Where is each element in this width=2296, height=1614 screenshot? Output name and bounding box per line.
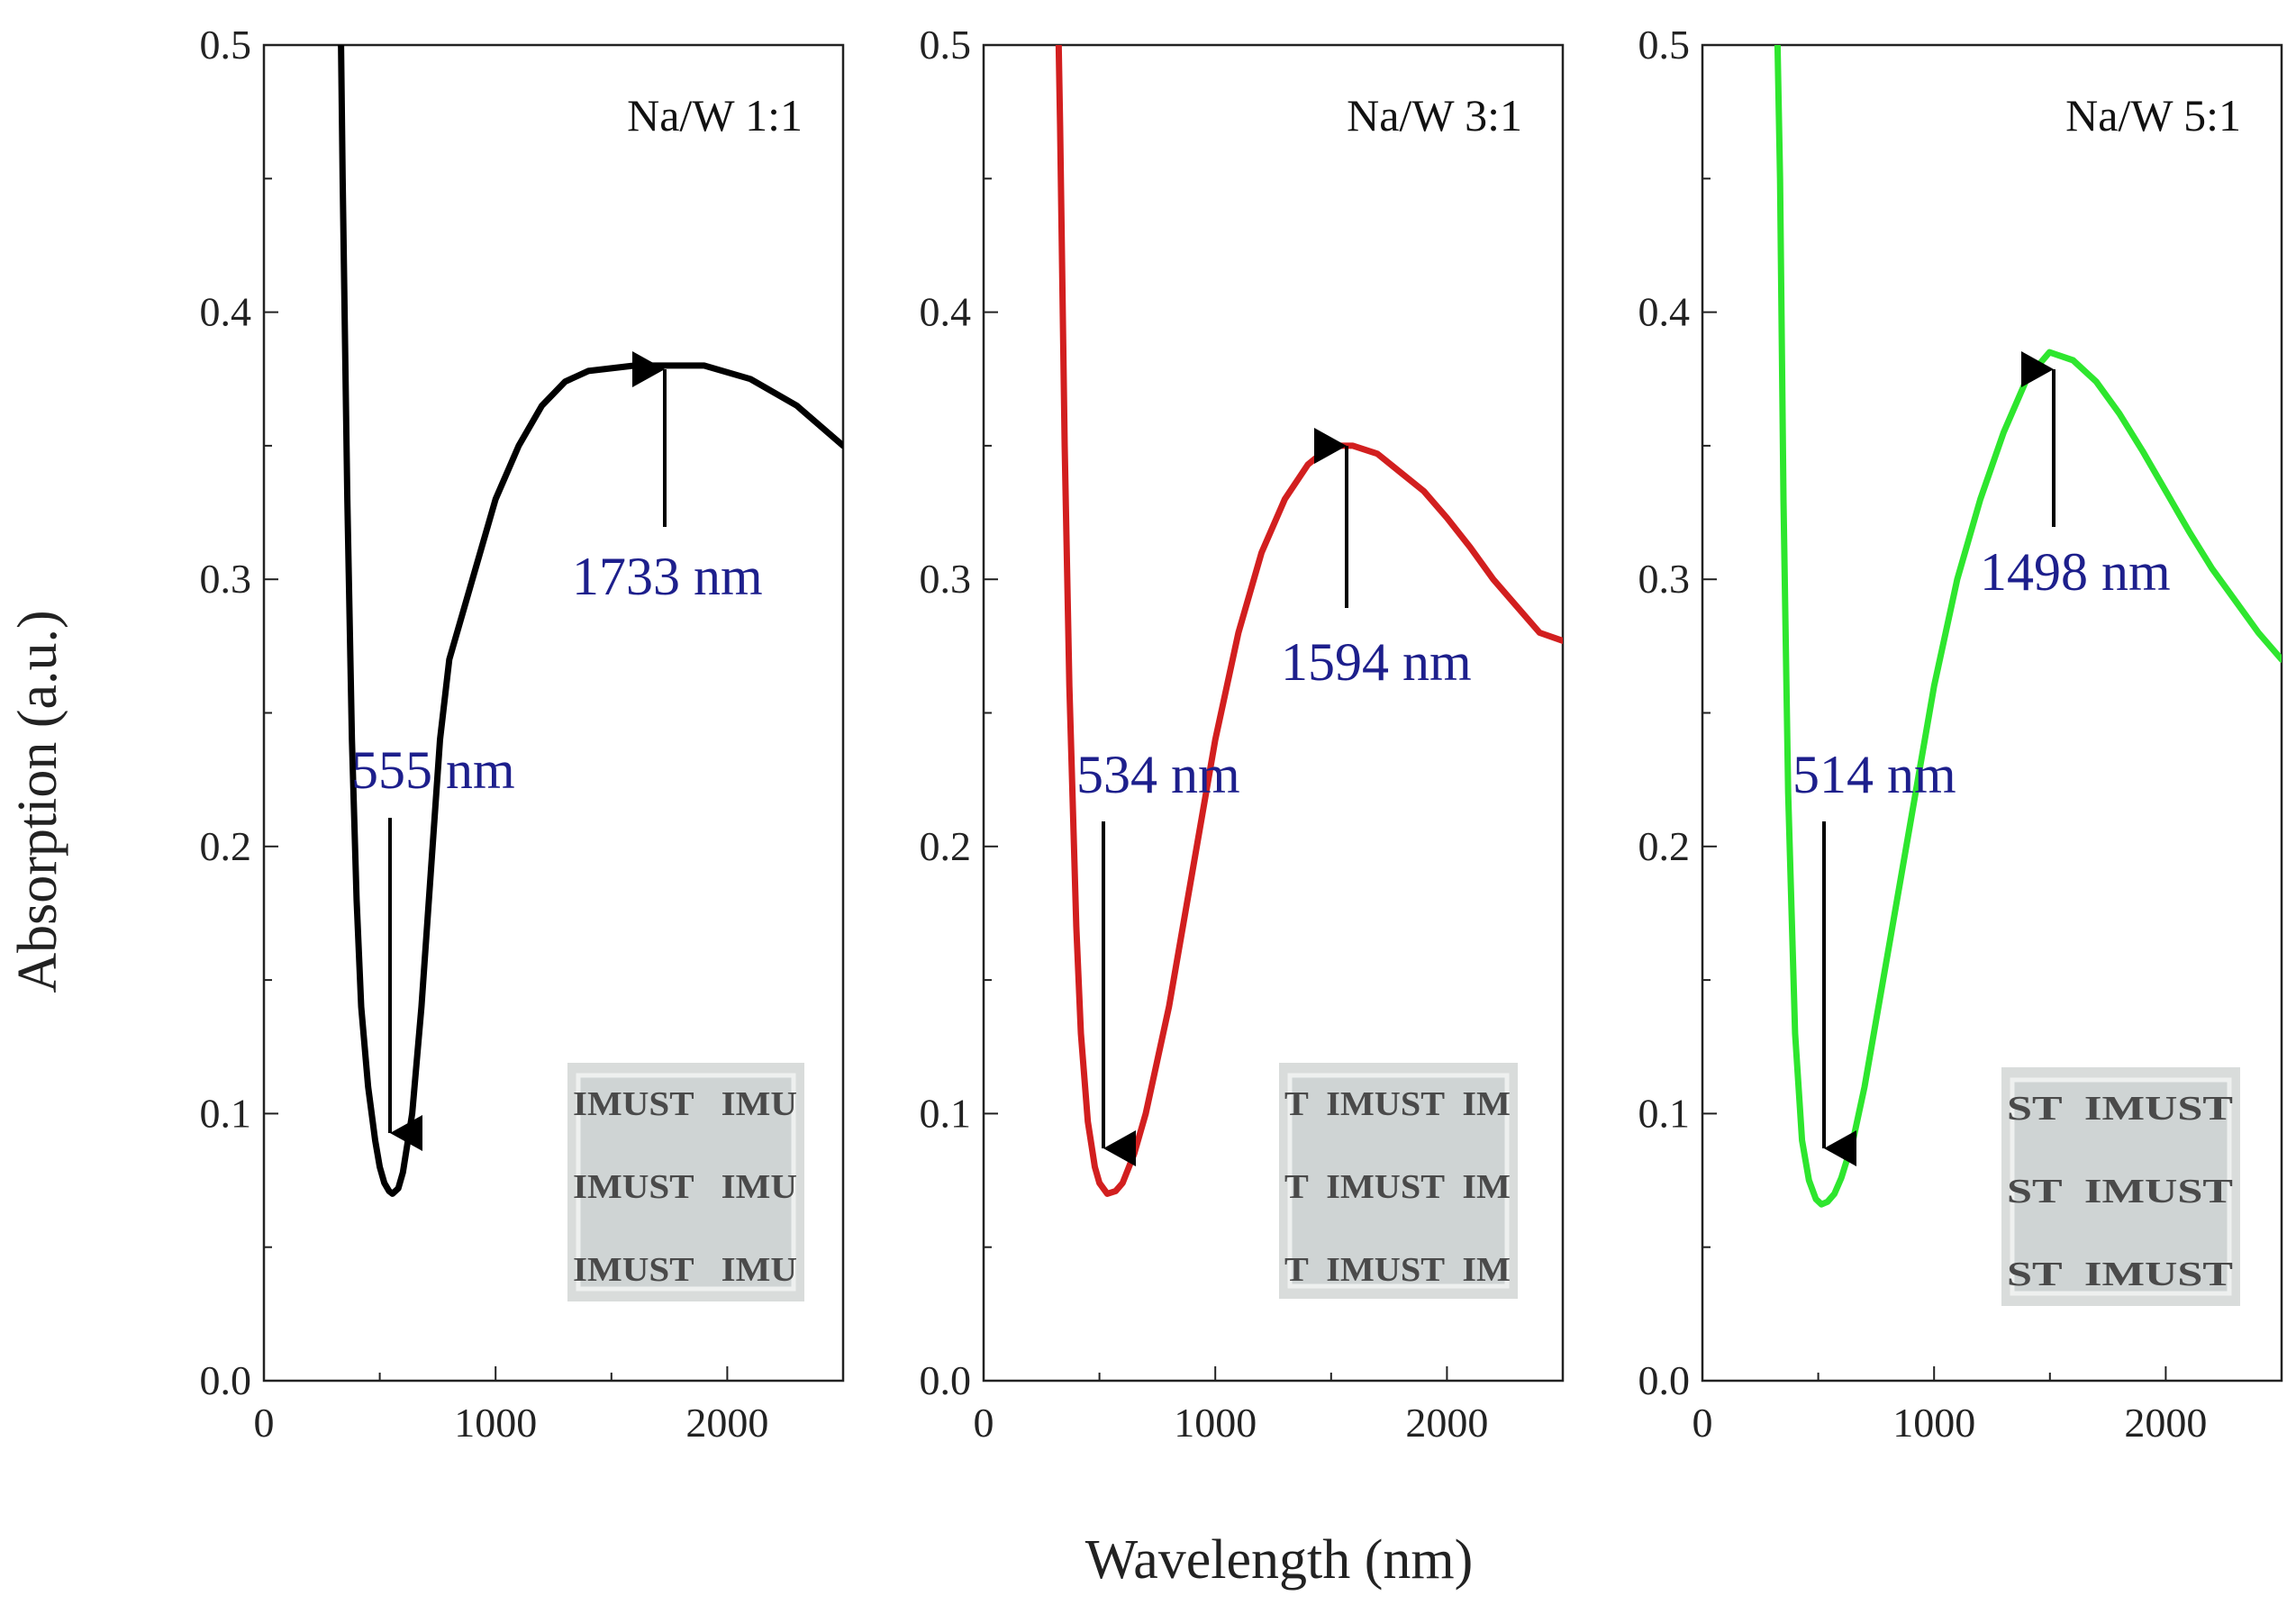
x-tick-label-3-1: 1000 xyxy=(1892,1400,1975,1446)
inset-text-1-2: IMUST IMU xyxy=(573,1168,797,1206)
series-line-3 xyxy=(1774,45,2282,1208)
inset-glass-1 xyxy=(576,1073,796,1292)
y-tick-label-1-3: 0.3 xyxy=(200,556,252,602)
y-axis-title: Absorption (a.u.) xyxy=(7,610,68,993)
inset-text-2-3: T IMUST IM xyxy=(1284,1251,1511,1289)
y-tick-label-3-1: 0.1 xyxy=(1638,1090,1691,1136)
y-tick-label-1-4: 0.4 xyxy=(200,289,252,335)
inset-text-1-3: IMUST IMU xyxy=(573,1251,797,1289)
series-line-1 xyxy=(338,45,843,1197)
peak-annotation-3-1: 514 nm xyxy=(1792,745,1956,804)
y-tick-label-2-5: 0.5 xyxy=(920,22,972,68)
x-axis-title: Wavelength (nm) xyxy=(1085,1529,1474,1591)
inset-text-3-1: ST IMUST xyxy=(2007,1090,2233,1128)
inset-text-2-2: T IMUST IM xyxy=(1284,1168,1511,1206)
y-tick-label-2-4: 0.4 xyxy=(920,289,972,335)
y-tick-label-3-4: 0.4 xyxy=(1638,289,1691,335)
x-tick-label-3-0: 0 xyxy=(1693,1400,1713,1446)
y-tick-label-3-3: 0.3 xyxy=(1638,556,1691,602)
panel-title-3: Na/W 5:1 xyxy=(2065,90,2241,141)
inset-text-1-1: IMUST IMU xyxy=(573,1085,797,1123)
peak-annotation-2-1: 534 nm xyxy=(1076,745,1240,804)
inset-text-3-3: ST IMUST xyxy=(2007,1256,2233,1293)
x-tick-label-1-0: 0 xyxy=(254,1400,275,1446)
y-tick-label-1-2: 0.2 xyxy=(200,823,252,869)
x-tick-label-1-2: 2000 xyxy=(685,1400,768,1446)
peak-annotation-1-1: 555 nm xyxy=(351,740,515,800)
y-tick-label-3-0: 0.0 xyxy=(1638,1357,1691,1403)
inset-glass-2 xyxy=(1287,1073,1510,1289)
x-tick-label-2-0: 0 xyxy=(974,1400,994,1446)
inset-text-3-2: ST IMUST xyxy=(2007,1173,2233,1210)
y-tick-label-3-2: 0.2 xyxy=(1638,823,1691,869)
panel-title-1: Na/W 1:1 xyxy=(627,90,803,141)
peak-annotation-3-2: 1498 nm xyxy=(1980,542,2171,602)
peak-annotation-2-2: 1594 nm xyxy=(1281,632,1472,692)
y-tick-label-2-0: 0.0 xyxy=(920,1357,972,1403)
x-tick-label-2-2: 2000 xyxy=(1405,1400,1488,1446)
series-line-2 xyxy=(1055,45,1563,1197)
y-tick-label-2-3: 0.3 xyxy=(920,556,972,602)
y-tick-label-3-5: 0.5 xyxy=(1638,22,1691,68)
panel-title-2: Na/W 3:1 xyxy=(1347,90,1522,141)
y-tick-label-1-1: 0.1 xyxy=(200,1090,252,1136)
inset-glass-3 xyxy=(2010,1077,2232,1296)
y-tick-label-1-5: 0.5 xyxy=(200,22,252,68)
peak-annotation-1-2: 1733 nm xyxy=(572,547,763,606)
y-tick-label-2-2: 0.2 xyxy=(920,823,972,869)
x-tick-label-1-1: 1000 xyxy=(454,1400,537,1446)
y-tick-label-2-1: 0.1 xyxy=(920,1090,972,1136)
x-tick-label-3-2: 2000 xyxy=(2124,1400,2207,1446)
y-tick-label-1-0: 0.0 xyxy=(200,1357,252,1403)
inset-text-2-1: T IMUST IM xyxy=(1284,1085,1511,1123)
x-tick-label-2-1: 1000 xyxy=(1174,1400,1257,1446)
